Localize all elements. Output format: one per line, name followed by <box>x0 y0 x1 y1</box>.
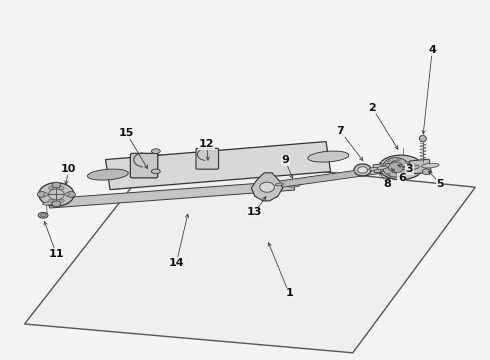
Text: 12: 12 <box>199 139 215 149</box>
Ellipse shape <box>59 199 64 202</box>
Text: 9: 9 <box>281 155 289 165</box>
Ellipse shape <box>397 158 400 161</box>
Text: 5: 5 <box>436 179 444 189</box>
Ellipse shape <box>67 192 75 197</box>
Polygon shape <box>251 173 283 201</box>
Ellipse shape <box>354 164 371 176</box>
Ellipse shape <box>405 171 409 174</box>
Polygon shape <box>24 155 475 353</box>
Text: 1: 1 <box>285 288 293 298</box>
Ellipse shape <box>368 167 379 170</box>
Ellipse shape <box>59 186 64 190</box>
Ellipse shape <box>409 166 413 168</box>
FancyBboxPatch shape <box>196 148 219 169</box>
Text: 14: 14 <box>169 258 184 268</box>
Polygon shape <box>278 167 383 188</box>
Ellipse shape <box>377 166 388 169</box>
Ellipse shape <box>65 193 70 196</box>
Ellipse shape <box>41 214 46 217</box>
Ellipse shape <box>87 169 128 180</box>
Ellipse shape <box>43 193 48 196</box>
Ellipse shape <box>380 163 384 166</box>
Text: 10: 10 <box>61 164 76 174</box>
Ellipse shape <box>380 169 384 171</box>
Ellipse shape <box>37 192 46 197</box>
Ellipse shape <box>378 168 387 171</box>
Polygon shape <box>49 181 294 208</box>
Text: 3: 3 <box>405 164 413 174</box>
Ellipse shape <box>387 173 390 175</box>
Ellipse shape <box>260 182 274 192</box>
Text: 13: 13 <box>247 207 263 217</box>
Ellipse shape <box>151 149 160 153</box>
Ellipse shape <box>402 165 419 170</box>
Ellipse shape <box>387 159 390 162</box>
Ellipse shape <box>151 169 160 174</box>
Text: 8: 8 <box>383 179 391 189</box>
Polygon shape <box>105 141 331 190</box>
Ellipse shape <box>52 182 61 188</box>
Text: 11: 11 <box>49 249 64 259</box>
Ellipse shape <box>385 163 392 168</box>
Text: 4: 4 <box>428 45 436 55</box>
Ellipse shape <box>389 162 403 173</box>
Ellipse shape <box>49 199 53 202</box>
Ellipse shape <box>358 167 368 173</box>
FancyBboxPatch shape <box>130 153 158 178</box>
Text: 7: 7 <box>337 126 344 136</box>
Text: 2: 2 <box>368 103 376 113</box>
Ellipse shape <box>397 174 400 176</box>
Polygon shape <box>410 159 431 174</box>
Ellipse shape <box>379 155 423 180</box>
Text: 6: 6 <box>398 173 406 183</box>
Ellipse shape <box>39 183 74 206</box>
Ellipse shape <box>52 201 61 207</box>
Ellipse shape <box>405 161 409 163</box>
Polygon shape <box>373 164 383 173</box>
Ellipse shape <box>275 183 284 186</box>
Ellipse shape <box>43 202 55 205</box>
Ellipse shape <box>392 161 397 165</box>
Ellipse shape <box>38 212 48 218</box>
Circle shape <box>422 169 430 175</box>
Text: 15: 15 <box>119 128 134 138</box>
Ellipse shape <box>49 186 53 190</box>
Ellipse shape <box>383 158 409 177</box>
Ellipse shape <box>288 184 300 187</box>
Ellipse shape <box>419 135 426 142</box>
Ellipse shape <box>308 151 349 162</box>
Ellipse shape <box>421 163 439 168</box>
